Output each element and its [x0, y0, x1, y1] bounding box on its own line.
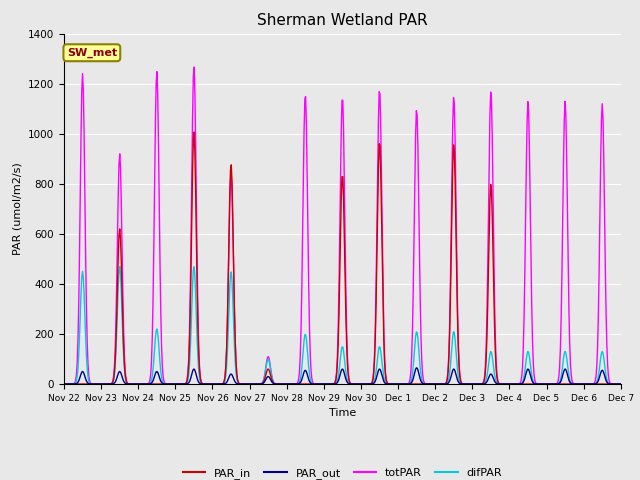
PAR_in [411, 381, 419, 387]
PAR_in [184, 372, 192, 378]
PAR_out [428, 381, 435, 387]
Y-axis label: PAR (umol/m2/s): PAR (umol/m2/s) [12, 162, 22, 255]
Title: Sherman Wetland PAR: Sherman Wetland PAR [257, 13, 428, 28]
PAR_out [184, 381, 192, 386]
Text: SW_met: SW_met [67, 48, 117, 58]
PAR_out [214, 381, 221, 387]
PAR_in [190, 129, 198, 135]
difPAR [617, 381, 625, 387]
PAR_out [127, 381, 135, 387]
totPAR [246, 381, 253, 387]
difPAR [214, 381, 222, 387]
PAR_out [413, 365, 420, 371]
PAR_in [617, 381, 625, 387]
Line: PAR_in: PAR_in [64, 132, 621, 384]
PAR_in [60, 381, 68, 387]
totPAR [70, 381, 78, 386]
totPAR [428, 381, 436, 387]
totPAR [60, 381, 68, 387]
PAR_out [617, 381, 625, 387]
PAR_in [127, 381, 135, 387]
totPAR [214, 381, 222, 387]
difPAR [185, 372, 193, 378]
PAR_in [577, 381, 584, 387]
totPAR [127, 381, 135, 387]
difPAR [70, 381, 78, 387]
PAR_out [70, 381, 78, 387]
PAR_in [428, 381, 435, 387]
Line: totPAR: totPAR [64, 67, 621, 384]
X-axis label: Time: Time [329, 408, 356, 418]
PAR_out [60, 381, 68, 387]
difPAR [428, 381, 435, 387]
Legend: PAR_in, PAR_out, totPAR, difPAR: PAR_in, PAR_out, totPAR, difPAR [178, 464, 507, 480]
difPAR [60, 381, 68, 387]
PAR_in [214, 381, 222, 387]
totPAR [412, 133, 419, 139]
Line: PAR_out: PAR_out [64, 368, 621, 384]
difPAR [411, 343, 419, 348]
difPAR [128, 381, 136, 387]
PAR_out [410, 372, 418, 378]
PAR_in [70, 381, 78, 387]
totPAR [617, 381, 625, 387]
Line: difPAR: difPAR [64, 266, 621, 384]
difPAR [116, 264, 124, 269]
totPAR [184, 370, 192, 376]
totPAR [190, 64, 198, 70]
